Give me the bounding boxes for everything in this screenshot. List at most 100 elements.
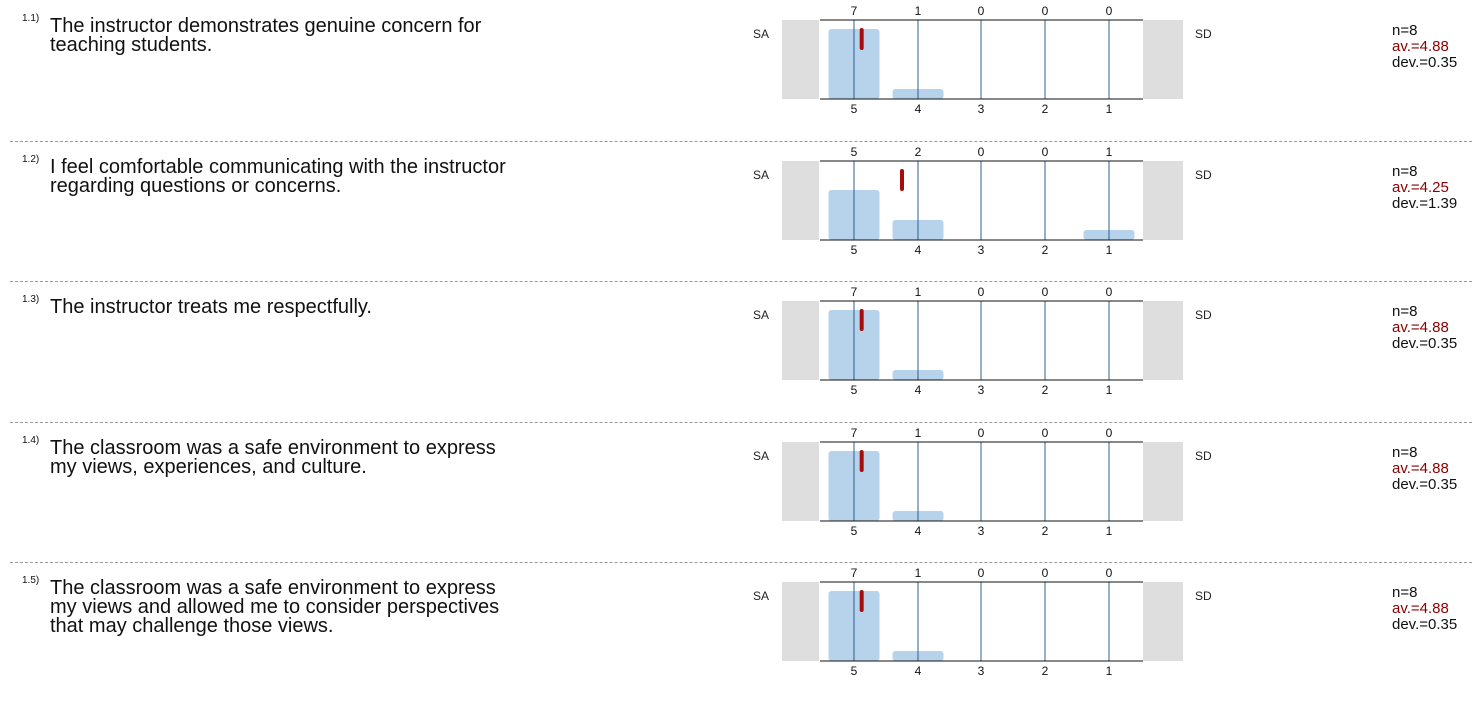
stats-block: n=8 av.=4.88 dev.=0.35 xyxy=(1392,23,1457,71)
question-text-line: regarding questions or concerns. xyxy=(50,174,342,197)
question-number: 1.3) xyxy=(22,294,40,305)
question-number: 1.5) xyxy=(22,575,40,586)
count-label: 2 xyxy=(915,145,922,159)
question-row: 1.3) The instructor treats me respectfull… xyxy=(0,281,1479,423)
tick-label: 2 xyxy=(1042,664,1049,678)
count-label: 0 xyxy=(1042,4,1049,18)
scale-right-label: SD xyxy=(1195,308,1212,322)
row-divider xyxy=(10,562,1472,563)
distribution-chart: SA SD 7 5 1 4 0 3 0 2 0 1 xyxy=(753,285,1212,397)
tick-label: 3 xyxy=(978,664,985,678)
side-panel-left xyxy=(782,160,819,240)
average-value: av.=4.88 xyxy=(1392,459,1449,477)
count-label: 5 xyxy=(851,145,858,159)
count-label: 0 xyxy=(1042,426,1049,440)
count-label: 1 xyxy=(1106,145,1113,159)
average-value: av.=4.25 xyxy=(1392,178,1449,196)
question-row: 1.1) The instructor demonstrates genuine … xyxy=(0,0,1479,142)
scale-left-label: SA xyxy=(753,308,769,322)
distribution-chart: SA SD 7 5 1 4 0 3 0 2 0 1 xyxy=(753,426,1212,538)
n-count: n=8 xyxy=(1392,162,1418,180)
deviation-value: dev.=0.35 xyxy=(1392,475,1458,493)
question-text: I feel comfortable communicating with th… xyxy=(50,155,610,197)
tick-label: 4 xyxy=(915,664,922,678)
tick-label: 3 xyxy=(978,524,985,538)
row-divider xyxy=(10,421,1472,423)
tick-label: 3 xyxy=(978,243,985,257)
side-panel-left xyxy=(782,582,819,661)
scale-left-label: SA xyxy=(753,449,769,463)
n-count: n=8 xyxy=(1392,22,1418,39)
count-label: 1 xyxy=(915,566,922,580)
deviation-value: dev.=0.35 xyxy=(1392,616,1458,633)
side-panel-right xyxy=(1143,441,1183,521)
tick-label: 3 xyxy=(978,383,985,397)
side-panel-right xyxy=(1143,582,1183,661)
n-count: n=8 xyxy=(1392,584,1418,601)
tick-label: 1 xyxy=(1106,664,1113,678)
scale-left-label: SA xyxy=(753,27,769,41)
scale-right-label: SD xyxy=(1195,449,1212,463)
stats-block: n=8 av.=4.88 dev.=0.35 xyxy=(1392,443,1458,493)
distribution-chart: SA SD 5 5 2 4 0 3 0 2 1 1 xyxy=(753,145,1212,257)
count-label: 0 xyxy=(978,145,985,159)
average-value: av.=4.88 xyxy=(1392,319,1449,336)
tick-label: 3 xyxy=(978,102,985,116)
count-label: 0 xyxy=(978,285,985,299)
question-text-line: my views, experiences, and culture. xyxy=(50,455,367,478)
count-label: 0 xyxy=(1042,285,1049,299)
count-label: 0 xyxy=(1042,566,1049,580)
question-row: 1.2) I feel comfortable communicating wit… xyxy=(0,140,1479,283)
question-text-line: The instructor treats me respectfully. xyxy=(50,296,372,318)
side-panel-right xyxy=(1143,20,1183,99)
tick-label: 4 xyxy=(915,243,922,257)
count-label: 0 xyxy=(978,566,985,580)
count-label: 0 xyxy=(1106,426,1113,440)
deviation-value: dev.=0.35 xyxy=(1392,335,1458,352)
tick-label: 4 xyxy=(915,383,922,397)
tick-label: 1 xyxy=(1106,243,1113,257)
tick-label: 5 xyxy=(851,102,858,116)
side-panel-left xyxy=(782,301,819,380)
question-number: 1.2) xyxy=(22,153,40,165)
stats-block: n=8 av.=4.88 dev.=0.35 xyxy=(1392,585,1457,633)
tick-label: 5 xyxy=(851,383,858,397)
question-text-line: my views and allowed me to consider pers… xyxy=(50,596,500,618)
side-panel-right xyxy=(1143,301,1183,380)
count-label: 1 xyxy=(915,426,922,440)
n-count: n=8 xyxy=(1392,443,1418,461)
question-row: 1.5) The classroom was a safe environment… xyxy=(0,562,1479,704)
question-text: The instructor demonstrates genuine conc… xyxy=(50,15,610,56)
tick-label: 1 xyxy=(1106,524,1113,538)
deviation-value: dev.=1.39 xyxy=(1392,194,1458,212)
question-text-line: The instructor demonstrates genuine conc… xyxy=(50,15,482,37)
count-label: 7 xyxy=(851,566,858,580)
tick-label: 5 xyxy=(851,524,858,538)
tick-label: 5 xyxy=(851,664,858,678)
question-text-line: that may challenge those views. xyxy=(50,615,334,637)
question-row: 1.4) The classroom was a safe environment… xyxy=(0,421,1479,564)
question-text: The classroom was a safe environment to … xyxy=(50,438,610,478)
count-label: 0 xyxy=(978,4,985,18)
tick-label: 4 xyxy=(915,524,922,538)
scale-left-label: SA xyxy=(753,168,769,182)
tick-label: 1 xyxy=(1106,383,1113,397)
tick-label: 2 xyxy=(1042,243,1049,257)
count-label: 0 xyxy=(1042,145,1049,159)
average-value: av.=4.88 xyxy=(1392,600,1449,617)
row-divider xyxy=(10,140,1472,142)
stats-block: n=8 av.=4.88 dev.=0.35 xyxy=(1392,304,1457,352)
side-panel-right xyxy=(1143,160,1183,240)
tick-label: 2 xyxy=(1042,383,1049,397)
question-text-line: teaching students. xyxy=(50,34,213,56)
question-number: 1.1) xyxy=(22,13,40,24)
count-label: 7 xyxy=(851,426,858,440)
side-panel-left xyxy=(782,441,819,521)
count-label: 7 xyxy=(851,285,858,299)
question-text-line: I feel comfortable communicating with th… xyxy=(50,155,506,178)
deviation-value: dev.=0.35 xyxy=(1392,54,1458,71)
scale-right-label: SD xyxy=(1195,589,1212,603)
question-text: The classroom was a safe environment to … xyxy=(50,578,610,637)
row-divider xyxy=(10,281,1472,282)
count-label: 0 xyxy=(1106,285,1113,299)
